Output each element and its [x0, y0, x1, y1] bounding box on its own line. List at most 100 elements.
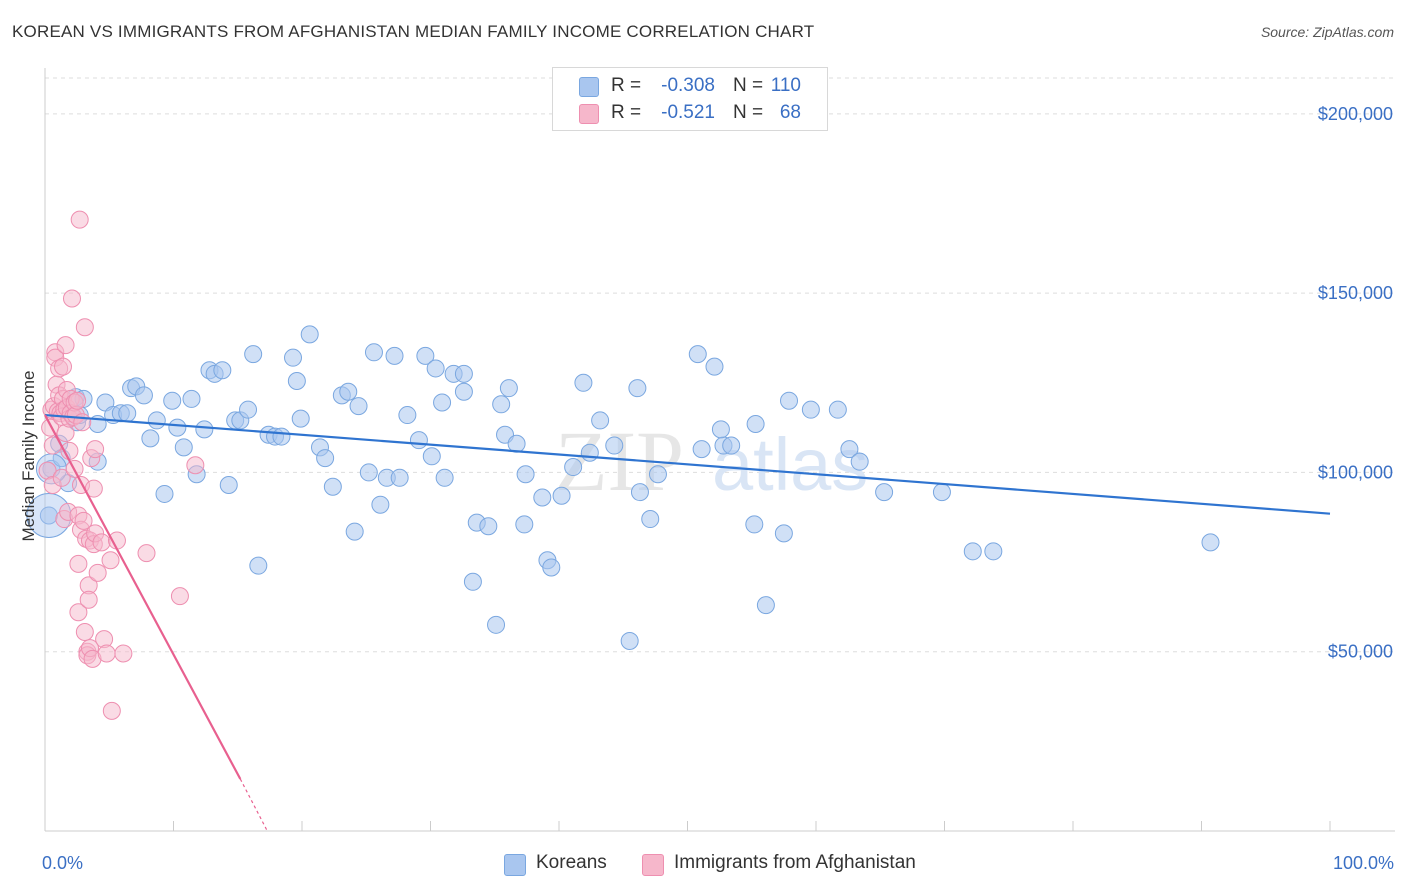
data-point-afghan [56, 336, 75, 355]
data-point-koreans [118, 404, 137, 423]
data-point-afghan [102, 701, 121, 720]
koreans-swatch [579, 77, 599, 97]
data-point-koreans [349, 397, 368, 416]
afghan-swatch [642, 854, 664, 876]
stats-row-koreans: R = -0.308 N = 110 [553, 74, 827, 100]
data-point-koreans [287, 371, 306, 390]
data-point-koreans [168, 418, 187, 437]
data-point-koreans [249, 556, 268, 575]
data-point-koreans [454, 382, 473, 401]
data-point-koreans [515, 515, 534, 534]
data-point-koreans [591, 411, 610, 430]
data-point-koreans [359, 463, 378, 482]
data-point-koreans [630, 483, 649, 502]
series-afghan [38, 210, 205, 720]
r-value: -0.521 [661, 102, 715, 123]
data-point-koreans [163, 391, 182, 410]
data-point-afghan [107, 531, 126, 550]
n-value: 68 [779, 102, 801, 123]
data-point-koreans [174, 438, 193, 457]
source-credit: Source: ZipAtlas.com [1260, 24, 1394, 40]
data-point-koreans [398, 406, 417, 425]
data-point-koreans [840, 440, 859, 459]
data-point-koreans [422, 447, 441, 466]
data-point-koreans [345, 522, 364, 541]
data-point-afghan [137, 544, 156, 563]
data-point-koreans [620, 631, 639, 650]
data-point-afghan [70, 210, 89, 229]
data-point-koreans [479, 517, 498, 536]
legend-label: Koreans [536, 852, 607, 873]
stats-row-afghan: R = -0.521 N = 68 [553, 101, 827, 127]
data-point-afghan [73, 413, 92, 432]
trend-lines [44, 413, 1331, 832]
r-label: R = [611, 75, 642, 96]
watermark-atlas: atlas [712, 423, 868, 506]
data-point-afghan [86, 440, 105, 459]
data-point-koreans [316, 449, 335, 468]
data-point-afghan [53, 357, 72, 376]
data-point-koreans [463, 572, 482, 591]
r-label: R = [611, 102, 642, 123]
data-point-afghan [75, 318, 94, 337]
data-point-koreans [492, 395, 511, 414]
data-point-koreans [339, 382, 358, 401]
data-point-koreans [244, 345, 263, 364]
y-tick-label: $100,000 [1318, 462, 1393, 482]
data-point-koreans [409, 431, 428, 450]
koreans-swatch [504, 854, 526, 876]
n-label: N = [733, 75, 764, 96]
data-point-koreans [533, 488, 552, 507]
n-label: N = [733, 102, 764, 123]
data-point-afghan [69, 554, 88, 573]
data-point-koreans [385, 346, 404, 365]
trend-line-afghan [44, 414, 242, 780]
legend-label: Immigrants from Afghanistan [674, 852, 916, 873]
data-point-afghan [170, 587, 189, 606]
data-point-afghan [114, 644, 133, 663]
data-point-afghan [52, 468, 71, 487]
data-point-koreans [552, 486, 571, 505]
data-point-koreans [516, 465, 535, 484]
trend-line-koreans [44, 413, 1331, 515]
tick-labels: $50,000 $100,000 $150,000 $200,000 0.0% 100.0… [42, 104, 1394, 873]
data-point-afghan [62, 289, 81, 308]
data-point-afghan [101, 551, 120, 570]
y-tick-label: $150,000 [1318, 283, 1393, 303]
data-point-koreans [182, 389, 201, 408]
data-point-afghan [186, 456, 205, 475]
data-point-koreans [155, 484, 174, 503]
data-point-koreans [213, 361, 232, 380]
chart-title: KOREAN VS IMMIGRANTS FROM AFGHANISTAN ME… [12, 22, 815, 41]
data-point-koreans [932, 483, 951, 502]
y-axis-label: Median Family Income [19, 370, 38, 541]
data-point-koreans [435, 468, 454, 487]
data-point-koreans [850, 452, 869, 471]
x-tick-label: 100.0% [1333, 853, 1394, 873]
data-point-koreans [574, 373, 593, 392]
data-point-koreans [487, 615, 506, 634]
data-point-koreans [774, 524, 793, 543]
data-point-koreans [963, 542, 982, 561]
data-point-afghan [68, 391, 87, 410]
data-point-koreans [195, 420, 214, 439]
n-value: 110 [770, 75, 801, 96]
data-point-koreans [371, 495, 390, 514]
data-point-koreans [705, 357, 724, 376]
series-legend: Koreans Immigrants from Afghanistan [0, 852, 1406, 878]
data-point-koreans [875, 483, 894, 502]
data-point-koreans [1201, 533, 1220, 552]
data-point-koreans [291, 409, 310, 428]
data-point-koreans [426, 359, 445, 378]
trend-line-afghan-extension [239, 778, 268, 832]
data-point-koreans [454, 364, 473, 383]
data-point-koreans [756, 596, 775, 615]
data-point-koreans [390, 468, 409, 487]
data-point-koreans [284, 348, 303, 367]
data-point-koreans [564, 458, 583, 477]
data-point-koreans [141, 429, 160, 448]
data-point-koreans [688, 345, 707, 364]
data-point-koreans [300, 325, 319, 344]
y-tick-label: $50,000 [1328, 642, 1393, 662]
data-point-koreans [641, 510, 660, 529]
